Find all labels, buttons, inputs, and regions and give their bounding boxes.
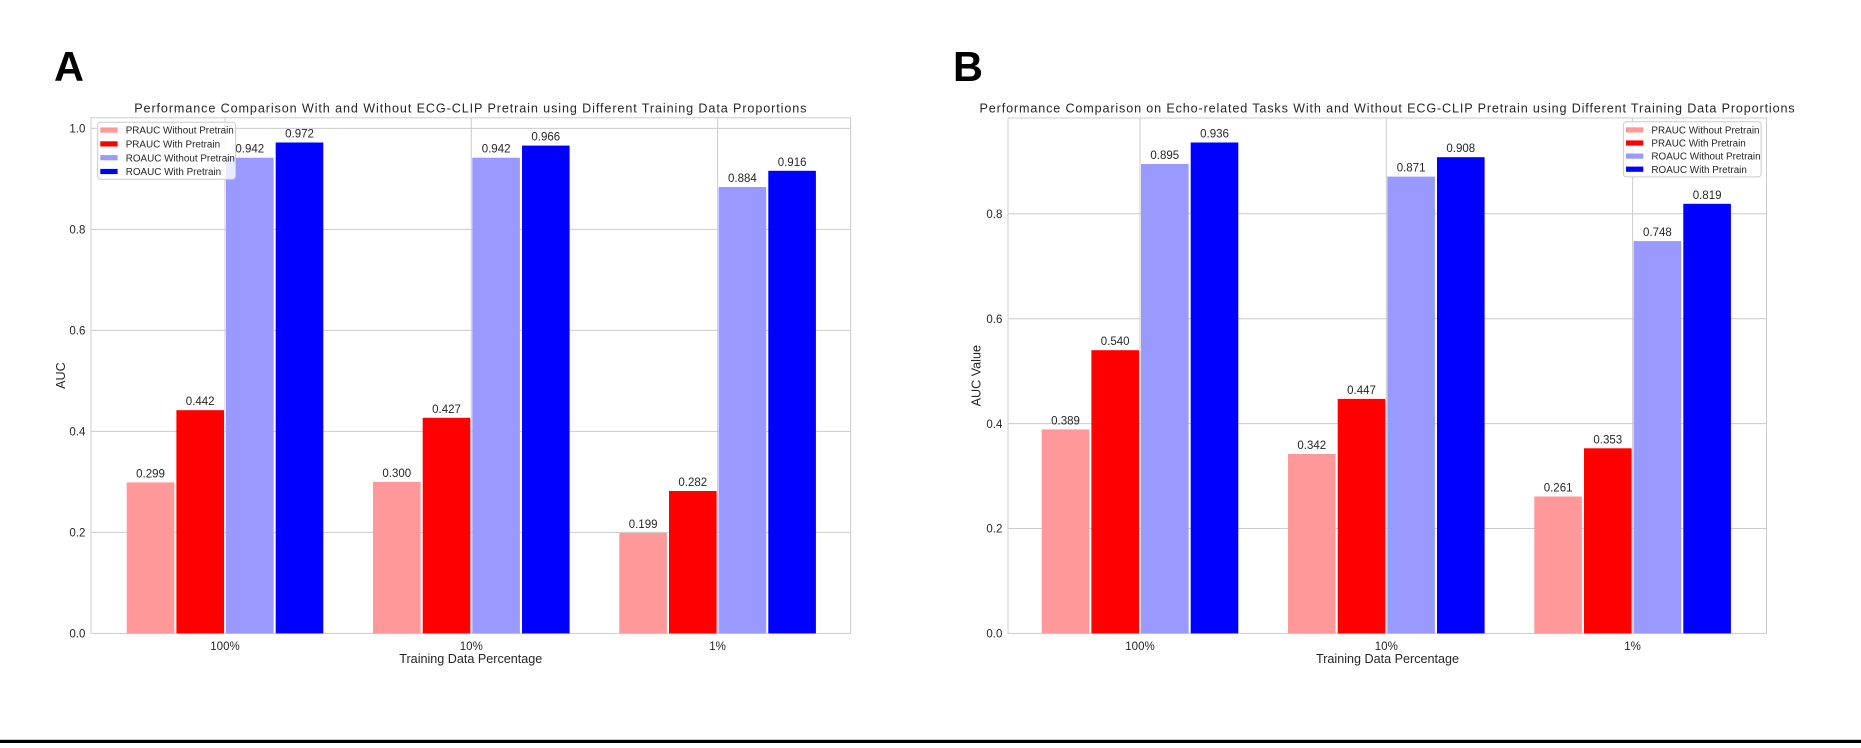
svg-text:AUC: AUC bbox=[54, 362, 68, 389]
svg-text:0.908: 0.908 bbox=[1446, 143, 1475, 155]
svg-text:ROAUC Without Pretrain: ROAUC Without Pretrain bbox=[1651, 152, 1760, 163]
svg-text:0.299: 0.299 bbox=[136, 468, 165, 480]
svg-text:10%: 10% bbox=[460, 641, 483, 653]
svg-text:0.300: 0.300 bbox=[382, 468, 411, 480]
svg-text:ROAUC With Pretrain: ROAUC With Pretrain bbox=[126, 167, 221, 178]
svg-text:0.819: 0.819 bbox=[1693, 190, 1722, 202]
svg-text:0.261: 0.261 bbox=[1544, 483, 1573, 495]
svg-text:0.8: 0.8 bbox=[986, 209, 1002, 221]
svg-text:0.936: 0.936 bbox=[1200, 129, 1229, 141]
svg-text:0.0: 0.0 bbox=[986, 629, 1002, 641]
svg-text:Training Data Percentage: Training Data Percentage bbox=[399, 652, 542, 666]
svg-text:1.0: 1.0 bbox=[69, 124, 85, 136]
svg-text:0.916: 0.916 bbox=[778, 157, 807, 169]
svg-text:A: A bbox=[54, 43, 84, 90]
svg-text:100%: 100% bbox=[210, 641, 239, 653]
svg-text:0.6: 0.6 bbox=[69, 326, 85, 338]
svg-text:ROAUC Without Pretrain: ROAUC Without Pretrain bbox=[126, 153, 235, 164]
svg-text:0.447: 0.447 bbox=[1347, 385, 1376, 397]
svg-text:100%: 100% bbox=[1125, 641, 1154, 653]
svg-text:1%: 1% bbox=[1624, 641, 1641, 653]
svg-text:Performance Comparison on Echo: Performance Comparison on Echo-related T… bbox=[980, 102, 1796, 116]
svg-text:Performance Comparison With an: Performance Comparison With and Without … bbox=[134, 102, 807, 116]
svg-text:B: B bbox=[953, 43, 983, 90]
svg-text:0.748: 0.748 bbox=[1643, 227, 1672, 239]
svg-text:0.2: 0.2 bbox=[986, 524, 1002, 536]
svg-text:PRAUC Without Pretrain: PRAUC Without Pretrain bbox=[126, 126, 234, 137]
svg-text:0.282: 0.282 bbox=[678, 477, 707, 489]
svg-text:0.871: 0.871 bbox=[1397, 163, 1426, 175]
svg-text:0.972: 0.972 bbox=[285, 129, 314, 141]
svg-text:PRAUC With Pretrain: PRAUC With Pretrain bbox=[1651, 139, 1745, 150]
svg-text:0.966: 0.966 bbox=[531, 132, 560, 144]
svg-text:0.942: 0.942 bbox=[235, 144, 264, 156]
svg-text:0.2: 0.2 bbox=[69, 528, 85, 540]
svg-text:PRAUC Without Pretrain: PRAUC Without Pretrain bbox=[1651, 126, 1759, 137]
svg-text:0.942: 0.942 bbox=[482, 144, 511, 156]
svg-text:10%: 10% bbox=[1375, 641, 1398, 653]
svg-text:0.389: 0.389 bbox=[1051, 415, 1080, 427]
svg-text:0.0: 0.0 bbox=[69, 629, 85, 641]
svg-text:0.895: 0.895 bbox=[1150, 150, 1179, 162]
svg-text:1%: 1% bbox=[709, 641, 726, 653]
svg-text:0.4: 0.4 bbox=[69, 427, 86, 439]
svg-text:Training Data Percentage: Training Data Percentage bbox=[1316, 652, 1459, 666]
svg-text:0.199: 0.199 bbox=[629, 519, 658, 531]
svg-text:AUC Value: AUC Value bbox=[970, 345, 984, 406]
svg-text:0.4: 0.4 bbox=[986, 419, 1003, 431]
svg-text:0.353: 0.353 bbox=[1593, 434, 1622, 446]
svg-text:0.342: 0.342 bbox=[1297, 440, 1326, 452]
svg-text:ROAUC With Pretrain: ROAUC With Pretrain bbox=[1651, 165, 1746, 176]
svg-text:0.884: 0.884 bbox=[728, 173, 757, 185]
svg-text:PRAUC With Pretrain: PRAUC With Pretrain bbox=[126, 140, 220, 151]
svg-text:0.442: 0.442 bbox=[186, 396, 215, 408]
svg-text:0.427: 0.427 bbox=[432, 404, 461, 416]
svg-text:0.6: 0.6 bbox=[986, 314, 1002, 326]
svg-text:0.8: 0.8 bbox=[69, 225, 85, 237]
svg-text:0.540: 0.540 bbox=[1101, 336, 1130, 348]
